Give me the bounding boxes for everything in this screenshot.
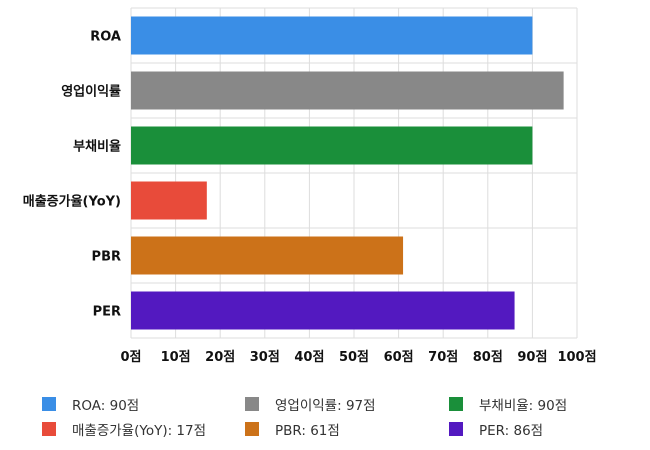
x-tick-label: 60점 xyxy=(384,350,414,365)
legend-swatch xyxy=(245,422,259,436)
legend-item[interactable]: 영업이익률: 97점 xyxy=(245,394,376,414)
x-tick-label: 20점 xyxy=(205,350,235,365)
legend-item[interactable]: 매출증가율(YoY): 17점 xyxy=(42,419,206,439)
legend-swatch xyxy=(245,397,259,411)
category-label: ROA xyxy=(90,30,121,45)
legend-item[interactable]: PER: 86점 xyxy=(449,419,543,439)
legend-swatch xyxy=(42,422,56,436)
category-label: PBR xyxy=(92,250,121,265)
category-label: 부채비율 xyxy=(73,139,121,155)
legend-item[interactable]: PBR: 61점 xyxy=(245,419,340,439)
x-tick-labels: 0점 10점 20점 30점 40점 50점 60점 70점 80점 90점 100점 xyxy=(120,350,596,365)
legend-swatch xyxy=(42,397,56,411)
bars xyxy=(131,16,564,330)
legend-label: 영업이익률: 97점 xyxy=(275,398,376,414)
bar xyxy=(131,126,533,165)
category-label: 매출증가율(YoY) xyxy=(23,194,121,210)
x-tick-label: 40점 xyxy=(294,350,324,365)
bar xyxy=(131,236,404,275)
bar xyxy=(131,71,564,110)
legend-swatch xyxy=(449,397,463,411)
legend-label: PER: 86점 xyxy=(479,423,544,439)
grid xyxy=(130,7,578,339)
legend-label: 부채비율: 90점 xyxy=(479,398,568,414)
category-label: 영업이익률 xyxy=(61,84,121,100)
x-tick-label: 100점 xyxy=(557,350,596,365)
legend-item[interactable]: ROA: 90점 xyxy=(42,394,139,414)
x-tick-label: 80점 xyxy=(473,350,503,365)
x-tick-label: 90점 xyxy=(517,350,547,365)
bar xyxy=(131,181,207,220)
bar xyxy=(131,16,533,55)
category-label: PER xyxy=(93,305,121,320)
x-tick-label: 30점 xyxy=(250,350,280,365)
legend-item[interactable]: 부채비율: 90점 xyxy=(449,394,567,414)
x-tick-label: 50점 xyxy=(339,350,369,365)
legend-label: 매출증가율(YoY): 17점 xyxy=(72,423,207,439)
legend-swatch xyxy=(449,422,463,436)
legend-label: PBR: 61점 xyxy=(275,423,340,439)
x-tick-label: 0점 xyxy=(120,350,141,365)
legend-label: ROA: 90점 xyxy=(72,398,140,414)
x-tick-label: 70점 xyxy=(428,350,458,365)
bar xyxy=(131,291,515,330)
x-tick-label: 10점 xyxy=(161,350,191,365)
